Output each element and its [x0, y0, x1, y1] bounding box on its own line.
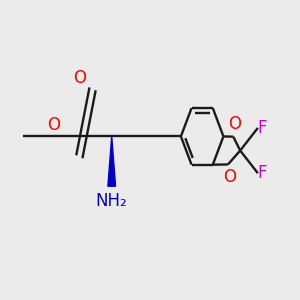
Text: O: O: [47, 116, 60, 134]
Text: O: O: [73, 68, 86, 86]
Text: F: F: [257, 119, 267, 137]
Text: F: F: [257, 164, 267, 182]
Text: NH₂: NH₂: [96, 192, 128, 210]
Polygon shape: [108, 136, 116, 186]
Text: O: O: [228, 115, 241, 133]
Text: O: O: [223, 168, 236, 186]
